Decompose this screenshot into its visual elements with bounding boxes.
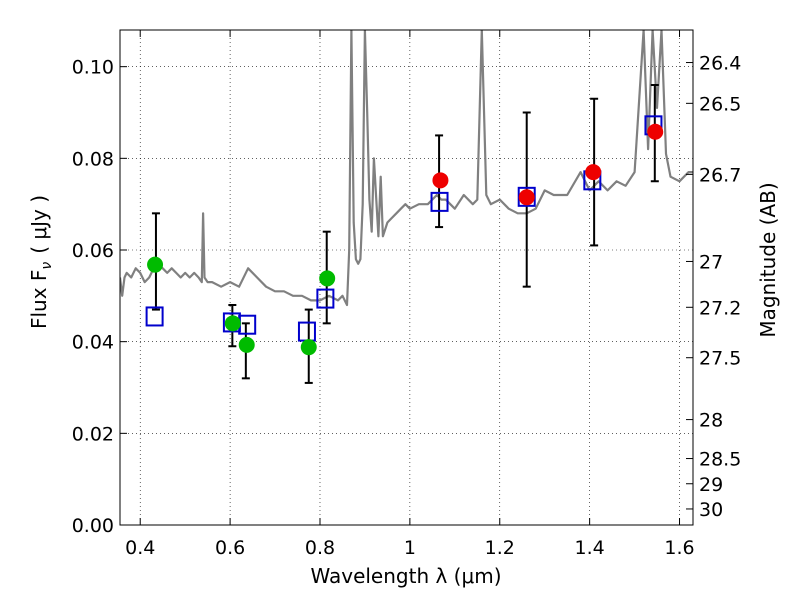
- observed-flux-point: [147, 256, 164, 273]
- y2-axis-title: Magnitude (AB): [756, 182, 780, 337]
- observed-flux-point: [224, 315, 241, 332]
- model-flux-square: [316, 288, 335, 309]
- observed-flux-point: [300, 339, 317, 356]
- observed-flux-point: [518, 189, 535, 206]
- y-tick-label: 0.04: [72, 332, 114, 354]
- y2-tick-label: 27.2: [699, 297, 741, 319]
- y-axis-title-unit: ( μJy ): [27, 195, 51, 254]
- y-tick-label: 0.10: [72, 57, 114, 79]
- x-tick-label: 1.6: [664, 537, 694, 559]
- y-tick-label: 0.02: [72, 423, 114, 445]
- y-tick-label: 0.08: [72, 148, 114, 170]
- y2-tick-label: 30: [699, 499, 723, 521]
- x-tick-label: 0.4: [125, 537, 155, 559]
- y-tick-label: 0.06: [72, 240, 114, 262]
- x-tick-label: 0.8: [305, 537, 335, 559]
- y2-tick-label: 28: [699, 410, 723, 432]
- grid-lines: [120, 30, 693, 526]
- observed-flux-point: [432, 172, 449, 189]
- x-tick-label: 1.2: [485, 537, 515, 559]
- y2-tick-label: 29: [699, 474, 723, 496]
- y-axis-title-main: Flux F: [27, 270, 51, 329]
- observed-flux-point: [647, 123, 664, 140]
- x-tick-label: 0.6: [215, 537, 245, 559]
- y-axis-title-sub: ν: [39, 262, 55, 270]
- y-tick-label: 0.00: [72, 515, 114, 537]
- x-tick-label: 1.4: [575, 537, 605, 559]
- observed-flux-point: [238, 336, 255, 353]
- model-spectrum-line: [120, 30, 693, 307]
- y2-tick-label: 28.5: [699, 449, 741, 471]
- observed-flux-point: [319, 270, 336, 287]
- y2-tick-label: 27: [699, 251, 723, 273]
- model-flux-square: [145, 306, 164, 327]
- model-flux-square: [430, 191, 449, 212]
- y2-tick-label: 26.5: [699, 93, 741, 115]
- y2-tick-label: 26.4: [699, 53, 741, 75]
- x-axis-title: Wavelength λ (μm): [310, 564, 501, 588]
- data-marks: [120, 30, 693, 384]
- y2-tick-label: 26.7: [699, 164, 741, 186]
- model-flux-square: [517, 186, 536, 207]
- plot-frame: [119, 29, 694, 526]
- y-axis-title: Flux Fν ( μJy ): [27, 195, 55, 329]
- plot-background: [120, 30, 693, 525]
- x-tick-label: 1: [404, 537, 416, 559]
- y2-tick-label: 27.5: [699, 348, 741, 370]
- axis-ticks: 0.4 0.6 0.8 1 1.2 1.4 1.6 0.00 0.02 0.04 0.06 0.08 0…: [72, 30, 741, 559]
- observed-flux-point: [585, 164, 602, 181]
